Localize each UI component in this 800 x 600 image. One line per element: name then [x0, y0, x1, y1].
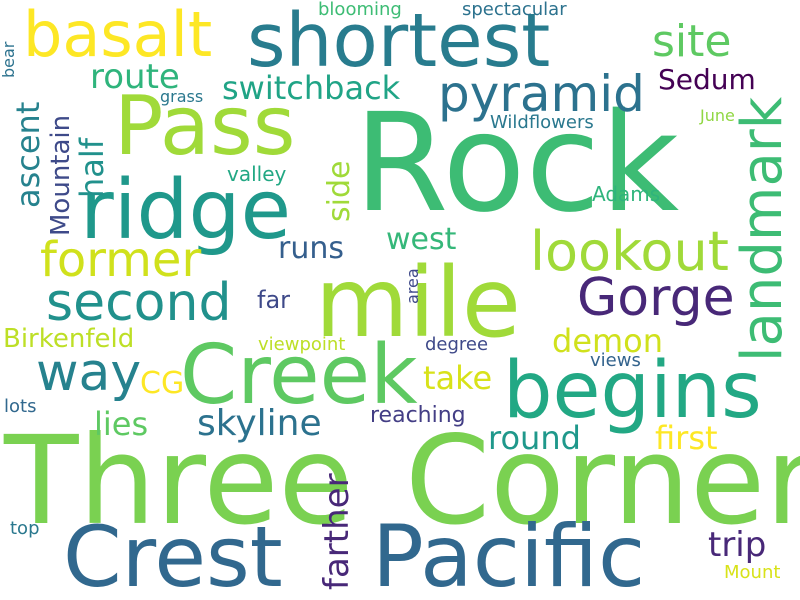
word-round: round	[488, 419, 581, 457]
word-valley: valley	[227, 162, 287, 186]
word-landmark: landmark	[730, 96, 795, 362]
word-pacific: Pacific	[372, 507, 646, 600]
word-adams: Adams	[592, 182, 661, 206]
word-side: side	[322, 160, 357, 222]
word-shortest: shortest	[247, 0, 551, 84]
word-sedum: Sedum	[658, 63, 756, 96]
word-runs: runs	[278, 231, 344, 266]
word-viewpoint: viewpoint	[258, 334, 346, 355]
word-crest: Crest	[63, 508, 283, 600]
word-ridge: ridge	[80, 163, 292, 258]
word-gorge: Gorge	[577, 268, 735, 328]
word-far: far	[257, 286, 291, 314]
word-begins: begins	[503, 346, 762, 436]
word-three: Three	[4, 410, 354, 552]
word-wildflowers: Wildflowers	[490, 112, 594, 133]
word-views: views	[590, 350, 641, 371]
word-site: site	[652, 16, 732, 67]
word-demon: demon	[552, 322, 664, 360]
word-way: way	[36, 343, 142, 403]
word-area: area	[403, 268, 422, 304]
word-mount: Mount	[724, 562, 781, 583]
word-take: take	[423, 359, 493, 397]
word-degree: degree	[425, 334, 489, 355]
word-blooming: blooming	[318, 0, 402, 20]
word-farther: farther	[317, 473, 357, 590]
word-creek: Creek	[180, 328, 418, 423]
word-rock: Rock	[354, 85, 680, 243]
word-lots: lots	[4, 396, 37, 417]
word-trip: trip	[708, 525, 767, 565]
word-bear: bear	[0, 41, 18, 78]
word-west: west	[386, 222, 457, 257]
word-spectacular: spectacular	[462, 0, 567, 20]
word-birkenfeld: Birkenfeld	[3, 324, 135, 354]
word-lookout: lookout	[530, 220, 729, 283]
word-cg: CG	[140, 366, 185, 401]
word-basalt: basalt	[23, 0, 213, 71]
word-pass: Pass	[114, 79, 296, 174]
word-former: former	[40, 232, 202, 288]
word-grass: grass	[160, 87, 204, 106]
word-june: June	[700, 106, 735, 125]
word-first: first	[655, 419, 718, 457]
word-second: second	[46, 273, 232, 333]
word-ascent: ascent	[9, 101, 47, 208]
word-route: route	[90, 57, 180, 97]
word-half: half	[73, 137, 111, 198]
word-mile: mile	[315, 247, 521, 359]
word-pyramid: pyramid	[438, 65, 645, 123]
word-switchback: switchback	[222, 69, 401, 107]
word-lies: lies	[94, 405, 149, 443]
word-skyline: skyline	[197, 403, 322, 444]
word-reaching: reaching	[370, 403, 466, 428]
word-top: top	[10, 518, 40, 539]
word-corner: Corner	[405, 410, 800, 552]
word-mountain: Mountain	[46, 114, 76, 236]
